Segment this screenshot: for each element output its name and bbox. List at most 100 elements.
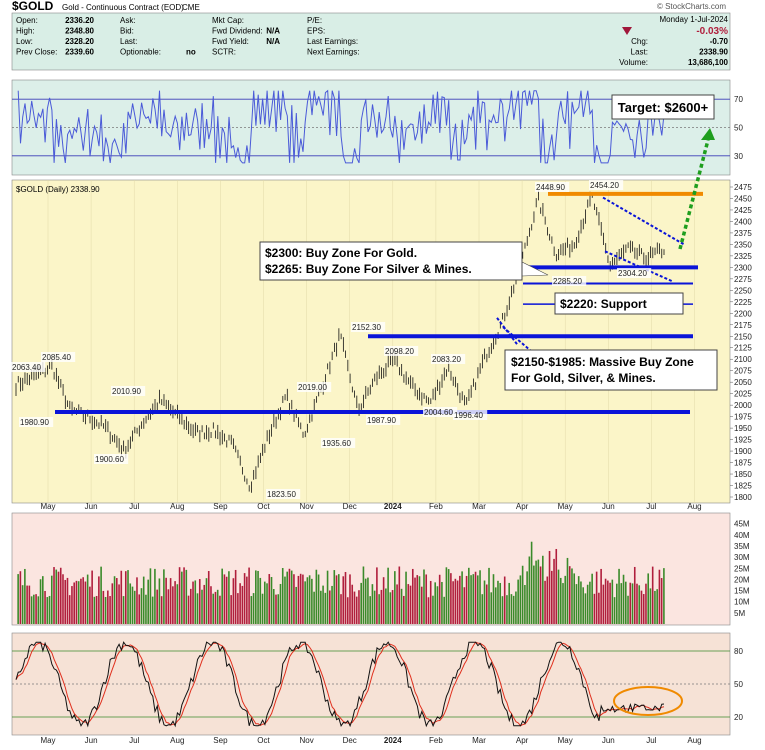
- volume-bar: [212, 593, 215, 624]
- volume-bar: [167, 589, 170, 624]
- stat-value: 2348.80: [65, 27, 94, 36]
- volume-bar: [163, 569, 165, 624]
- volume-bar: [55, 569, 58, 624]
- volume-bar: [120, 570, 123, 624]
- volume-bar: [577, 576, 580, 624]
- stoch-highlight-ellipse: [613, 686, 683, 716]
- volume-bar: [295, 586, 297, 624]
- price-label: 2448.90: [536, 183, 565, 192]
- volume-bar: [91, 570, 93, 624]
- volume-bar: [165, 577, 167, 624]
- volume-bar: [553, 558, 555, 624]
- volume-bar: [297, 575, 300, 624]
- stat-value: N/A: [266, 37, 280, 46]
- volume-bar: [362, 566, 365, 624]
- date-label: Monday 1-Jul-2024: [660, 15, 729, 24]
- stat-label: Last:: [120, 37, 137, 46]
- buy-zone-line2: $2265: Buy Zone For Silver & Mines.: [265, 262, 472, 276]
- volume-bar: [30, 596, 33, 624]
- volume-bar: [261, 593, 264, 624]
- volume-bar: [198, 579, 201, 624]
- volume-bar: [573, 573, 576, 624]
- volume-bar: [472, 574, 475, 624]
- volume-y-tick-label: 25M: [734, 564, 750, 573]
- volume-bar: [277, 594, 280, 624]
- volume-bar: [57, 571, 60, 624]
- symbol: $GOLD: [12, 0, 54, 13]
- month-tick-label: May: [558, 736, 573, 745]
- watermark: © StockCharts.com: [657, 2, 726, 11]
- price-label-bg: [266, 489, 301, 499]
- volume-bar: [86, 574, 89, 624]
- volume-bar: [42, 576, 44, 624]
- price-y-tick-label: 1975: [734, 413, 752, 422]
- volume-bar: [584, 593, 587, 624]
- volume-bar: [189, 588, 192, 624]
- volume-bar: [17, 574, 19, 624]
- callouts: $2300: Buy Zone For Gold. $2265: Buy Zon…: [259, 241, 718, 391]
- volume-bar: [450, 573, 452, 624]
- price-label-bg: [321, 438, 356, 448]
- price-label: 2010.90: [112, 387, 141, 396]
- volume-bar: [479, 570, 481, 624]
- volume-bar: [346, 597, 349, 624]
- price-y-tick-label: 1925: [734, 436, 752, 445]
- volume-bar: [37, 596, 40, 624]
- volume-bar: [627, 595, 629, 624]
- volume-bar: [499, 582, 502, 624]
- volume-bar: [519, 575, 522, 624]
- volume-bar: [221, 568, 223, 624]
- volume-bar: [501, 596, 504, 624]
- stat-label: Ask:: [120, 16, 136, 25]
- volume-bar: [80, 578, 82, 624]
- volume-bar: [306, 577, 309, 624]
- volume-bar: [407, 584, 410, 624]
- stat-label: P/E:: [307, 16, 322, 25]
- volume-bar: [398, 566, 401, 624]
- volume-bar: [483, 580, 486, 624]
- price-label: 2152.30: [352, 323, 381, 332]
- volume-bar: [391, 590, 394, 624]
- instrument-name: Gold - Continuous Contract (EOD): [62, 3, 184, 12]
- month-tick-label: Oct: [257, 736, 270, 745]
- price-y-tick-label: 2300: [734, 263, 752, 272]
- volume-bar: [219, 595, 221, 624]
- volume-bar: [463, 587, 466, 624]
- volume-bar: [609, 582, 611, 624]
- price-label: 1987.90: [367, 416, 396, 425]
- volume-bar: [544, 580, 546, 624]
- volume-bar: [149, 568, 152, 624]
- volume-bar: [158, 578, 161, 624]
- volume-bar: [329, 590, 331, 624]
- buy-zone-line1: $2300: Buy Zone For Gold.: [265, 246, 417, 260]
- price-y-tick-label: 2025: [734, 390, 752, 399]
- stat-value: no: [186, 48, 196, 57]
- stat-label: SCTR:: [212, 48, 236, 57]
- volume-bar: [521, 565, 524, 624]
- volume-bar: [600, 568, 602, 624]
- price-y-tick-label: 2475: [734, 183, 752, 192]
- volume-bar: [333, 570, 336, 624]
- volume-bar: [147, 579, 149, 624]
- channel-upper: [602, 196, 685, 246]
- month-tick-label: Aug: [687, 736, 701, 745]
- price-label: 2083.20: [432, 355, 461, 364]
- stat-label: Last Earnings:: [307, 37, 358, 46]
- volume-bar: [53, 567, 55, 624]
- stoch-d-line: [15, 641, 665, 727]
- volume-bar: [71, 586, 73, 624]
- volume-bar: [129, 583, 132, 624]
- price-label-bg: [384, 346, 419, 356]
- volume-bar: [631, 583, 634, 624]
- volume-bar: [102, 590, 105, 624]
- month-tick-label: Dec: [343, 502, 357, 511]
- volume-bar: [373, 590, 376, 624]
- target-label: Target: $2600+: [618, 100, 709, 115]
- volume-bar: [524, 585, 526, 624]
- price-y-tick-label: 2075: [734, 367, 752, 376]
- volume-bar: [178, 567, 181, 624]
- volume-bar: [512, 595, 515, 624]
- volume-bar: [230, 595, 232, 624]
- volume-bar: [270, 576, 273, 624]
- target-box: [611, 94, 715, 120]
